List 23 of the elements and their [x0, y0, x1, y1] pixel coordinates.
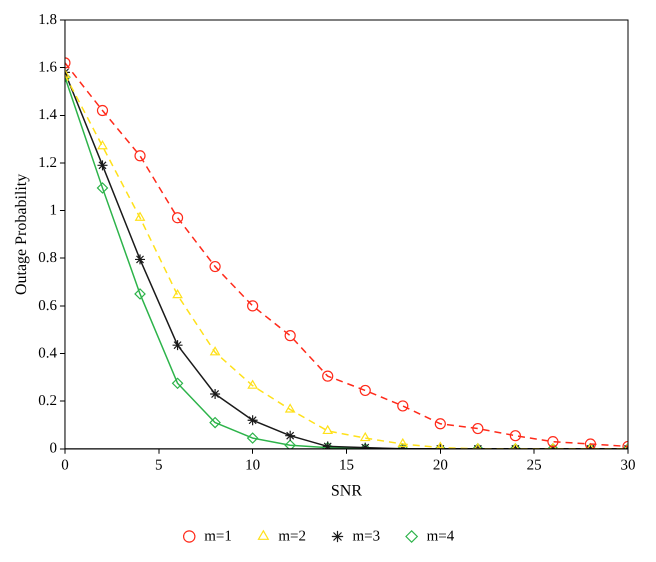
x-tick-label: 15 — [338, 458, 354, 474]
x-tick-label: 5 — [155, 458, 163, 474]
legend-label: m=1 — [204, 528, 232, 544]
y-tick-label: 1 — [49, 202, 57, 219]
y-tick-label: 0 — [49, 440, 57, 457]
y-tick-label: 0.8 — [38, 250, 57, 266]
legend-label: m=2 — [278, 528, 306, 544]
y-tick-label: 0.2 — [38, 393, 57, 410]
x-tick-label: 10 — [245, 458, 260, 474]
y-tick-label: 0.4 — [38, 345, 58, 362]
x-tick-label: 20 — [432, 458, 448, 474]
y-tick-label: 1.4 — [38, 107, 58, 124]
y-tick-label: 1.8 — [38, 12, 57, 28]
y-tick-label: 1.2 — [38, 154, 57, 171]
x-axis-title: SNR — [330, 482, 362, 500]
x-tick-label: 25 — [526, 458, 542, 474]
y-axis-title: Outage Probability — [12, 174, 30, 296]
y-tick-label: 1.6 — [38, 60, 58, 76]
x-tick-label: 0 — [61, 458, 69, 474]
legend-label: m=3 — [352, 528, 380, 544]
y-tick-label: 0.6 — [38, 298, 58, 314]
x-tick-label: 30 — [620, 458, 636, 474]
legend-label: m=4 — [426, 528, 455, 544]
